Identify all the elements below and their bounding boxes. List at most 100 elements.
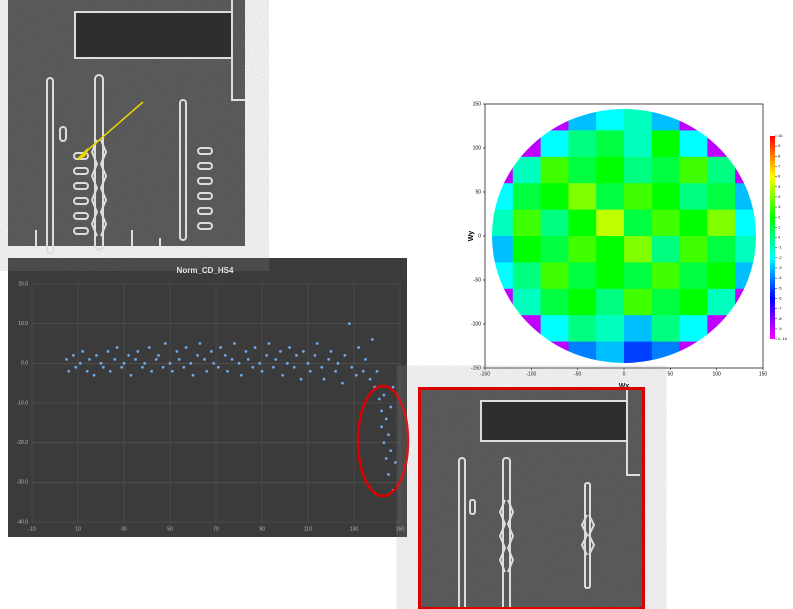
cell xyxy=(596,315,625,343)
point xyxy=(394,461,397,464)
x-tick-label: -10 xyxy=(28,526,35,532)
cell xyxy=(651,236,681,263)
point xyxy=(157,354,160,357)
point xyxy=(377,397,381,401)
point xyxy=(382,393,386,397)
cell xyxy=(568,315,597,343)
cell xyxy=(540,315,569,343)
cell xyxy=(735,209,756,237)
point xyxy=(81,350,84,353)
cell xyxy=(679,209,708,237)
point xyxy=(382,441,386,445)
cell xyxy=(596,236,625,263)
point xyxy=(371,338,374,341)
point xyxy=(74,365,78,369)
x-tick-label: 100 xyxy=(712,371,721,377)
point xyxy=(101,365,105,369)
point xyxy=(389,405,393,409)
cell xyxy=(568,262,597,290)
point xyxy=(384,417,388,421)
cell xyxy=(679,236,708,263)
point xyxy=(348,322,351,326)
cell xyxy=(512,236,542,263)
point xyxy=(251,365,255,369)
point xyxy=(164,342,167,345)
point xyxy=(170,369,174,373)
cell xyxy=(707,262,736,290)
point xyxy=(219,346,223,349)
cell xyxy=(651,130,681,158)
point xyxy=(147,346,151,349)
point xyxy=(320,365,324,369)
cell xyxy=(596,109,625,131)
point xyxy=(375,369,379,373)
colorbar-label: -6 xyxy=(778,295,782,300)
colorbar-label: 10 xyxy=(778,133,783,138)
point xyxy=(233,342,236,345)
point xyxy=(313,354,317,357)
cell xyxy=(735,236,756,263)
point xyxy=(205,369,209,373)
colorbar-label: -4 xyxy=(778,275,782,280)
point xyxy=(306,361,310,365)
cell xyxy=(651,209,681,237)
colorbar-label: 8 xyxy=(778,153,781,158)
point xyxy=(302,350,305,353)
cell xyxy=(568,236,597,263)
cell xyxy=(624,209,653,237)
cell xyxy=(624,156,653,184)
x-tick-label: 130 xyxy=(350,526,359,532)
cell xyxy=(651,288,681,316)
x-tick-label: 70 xyxy=(213,526,219,532)
colorbar xyxy=(770,136,775,339)
y-tick-label: -40.0 xyxy=(17,519,29,525)
x-tick-label: 50 xyxy=(668,371,674,377)
point xyxy=(246,357,250,361)
colorbar-label: 1 xyxy=(778,224,781,229)
point xyxy=(136,350,140,353)
point xyxy=(327,357,331,361)
cell xyxy=(492,209,514,237)
y-tick-label: -150 xyxy=(471,365,481,371)
cell xyxy=(540,130,569,158)
y-tick-label: 50 xyxy=(475,189,481,195)
cell xyxy=(679,156,708,184)
x-tick-label: 110 xyxy=(304,526,312,532)
point xyxy=(150,369,154,373)
point xyxy=(350,365,354,369)
point xyxy=(265,354,268,357)
cell xyxy=(540,262,569,290)
point xyxy=(223,354,227,357)
cell xyxy=(540,209,569,237)
point xyxy=(389,449,393,452)
x-tick-label: 150 xyxy=(759,371,768,377)
cell xyxy=(651,156,681,184)
y-tick-label: 20.0 xyxy=(18,281,28,287)
point xyxy=(141,365,144,369)
point xyxy=(198,342,202,345)
point xyxy=(106,350,110,353)
x-tick-label: 50 xyxy=(167,526,173,532)
point xyxy=(292,365,296,369)
x-tick-label: 10 xyxy=(75,526,81,532)
cell xyxy=(679,130,708,158)
x-tick-label: -150 xyxy=(480,371,490,377)
colorbar-label: -3 xyxy=(778,265,782,270)
cell xyxy=(624,262,653,290)
point xyxy=(267,342,271,345)
y-tick-label: 0 xyxy=(478,233,481,239)
cell xyxy=(596,341,625,363)
cell xyxy=(596,209,625,237)
cell xyxy=(512,183,542,211)
point xyxy=(184,346,188,349)
x-tick-label: 90 xyxy=(259,526,265,532)
colorbar-label: -9 xyxy=(778,326,782,331)
cell xyxy=(707,183,736,211)
point xyxy=(154,357,158,361)
point xyxy=(387,433,390,437)
cell xyxy=(540,156,569,184)
cell xyxy=(540,288,569,316)
point xyxy=(387,473,390,476)
colorbar-label: 9 xyxy=(778,143,781,148)
